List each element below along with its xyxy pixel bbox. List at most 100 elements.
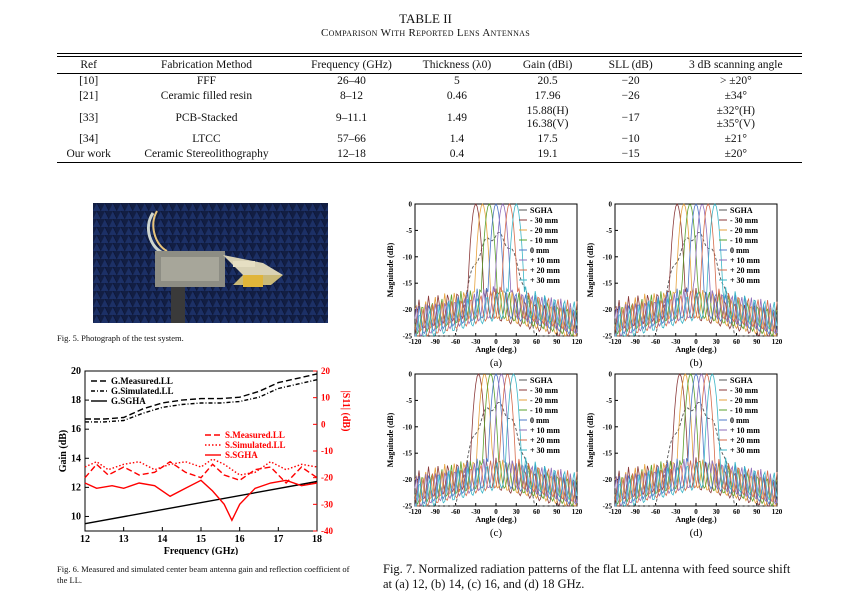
- header-ref: Ref: [57, 56, 121, 74]
- fig6-xtick-label: 17: [273, 534, 283, 545]
- fig7-legend-label: + 10 mm: [530, 256, 560, 265]
- fig7-xtick-label: 120: [572, 508, 583, 516]
- fig7-ylabel: Magnitude (dB): [586, 242, 595, 297]
- fig7-legend-label: 0 mm: [530, 246, 550, 255]
- fig7-xtick-label: 120: [772, 338, 783, 346]
- fig7-legend-label: SGHA: [730, 376, 753, 385]
- fig7-ytick-label: -25: [603, 333, 613, 341]
- fig7-panel-label: (a): [490, 357, 503, 369]
- fig7-panel-label: (d): [690, 527, 703, 538]
- fig7-series-beam: [414, 373, 578, 507]
- fig6-ytick-label: 10: [71, 511, 81, 522]
- fig7-legend-label: SGHA: [530, 376, 553, 385]
- fig7-xtick-label: -30: [671, 338, 681, 346]
- fig7-xtick-label: -120: [609, 338, 622, 346]
- fig6-xtick-label: 15: [196, 534, 206, 545]
- fig6-legend-label: S.Measured.LL: [225, 430, 285, 440]
- fig7-ytick-label: -25: [603, 503, 613, 511]
- header-gain: Gain (dBi): [503, 56, 592, 74]
- header-sll: SLL (dB): [591, 56, 670, 74]
- fig7-xtick-label: 60: [533, 338, 541, 346]
- fig7-xtick-label: 0: [494, 508, 498, 516]
- fig7-legend-label: + 20 mm: [730, 436, 760, 445]
- fig6-ytick-label: 16: [71, 424, 81, 435]
- cell-ref: [34]: [79, 133, 99, 145]
- fig6-series-g-simulated-ll: [85, 379, 318, 423]
- fig6-xtick-label: 14: [157, 534, 167, 545]
- cell-thick: 0.4: [449, 148, 465, 160]
- cell-method: PCB-Stacked: [175, 111, 238, 124]
- fig7-series-beam: [615, 373, 778, 507]
- fig7-xtick-label: 60: [733, 338, 741, 346]
- cell-gain: 19.1: [537, 148, 558, 160]
- cell-thick: 0.46: [446, 90, 467, 102]
- fig7-xtick-label: 60: [533, 508, 541, 516]
- cell-gain-h: 15.88(H): [526, 105, 569, 117]
- cell-ref: Our work: [66, 148, 111, 160]
- table-row: [33] PCB-Stacked 9–11.1 1.49 15.88(H) 16.…: [57, 104, 802, 132]
- fig7-legend-label: - 10 mm: [530, 236, 558, 245]
- fig7-ytick-label: -5: [606, 227, 612, 235]
- fig6-ytick-label: 14: [71, 453, 81, 464]
- cell-thick: 1.4: [449, 133, 465, 145]
- cell-sll: −10: [621, 133, 640, 145]
- fig7-ylabel: Magnitude (dB): [586, 412, 595, 467]
- fig7-xtick-label: 30: [513, 338, 521, 346]
- fig7-panel-0: -120 -90 -60 -30 0 30 60 90 120 0 -5 -10 -15 -20 -25 An…: [386, 201, 583, 370]
- fig6-xtick-label: 16: [235, 534, 245, 545]
- fig7-xtick-label: 60: [733, 508, 741, 516]
- fig7-series-beam: [615, 203, 778, 337]
- cell-scan-h: ±32°(H): [716, 105, 756, 117]
- fig7-ytick-label: 0: [409, 371, 413, 379]
- fig7-legend-label: + 20 mm: [730, 266, 760, 275]
- fig7-panel-label: (b): [690, 357, 703, 369]
- fig7-xtick-label: -30: [471, 338, 481, 346]
- fig6-ytick-right-label: -30: [321, 499, 333, 509]
- cell-gain: 17.96: [534, 90, 561, 102]
- fig7-legend-label: - 30 mm: [530, 216, 558, 225]
- cell-thick: 5: [454, 75, 460, 87]
- fig7-legend-label: - 10 mm: [730, 406, 758, 415]
- fig7-ytick-label: -10: [603, 253, 613, 261]
- fig7-legend-label: + 10 mm: [730, 256, 760, 265]
- fig7-xtick-label: -60: [451, 508, 461, 516]
- fig6-series-s-simulated-ll: [84, 458, 318, 476]
- fig6-series-s-sgha: [84, 479, 318, 522]
- fig7-xtick-label: -60: [651, 508, 661, 516]
- fig7-panel-1: -120 -90 -60 -30 0 30 60 90 120 0 -5 -10 -15 -20 -25 An…: [586, 201, 783, 370]
- fig7-xtick-label: 90: [553, 508, 561, 516]
- fig7-ytick-label: -20: [603, 476, 613, 484]
- fig6-legend-label: S.Simulated.LL: [225, 440, 286, 450]
- cell-method: LTCC: [192, 133, 221, 145]
- fig7-legend-label: - 30 mm: [530, 386, 558, 395]
- fig7-ytick-label: -25: [403, 333, 413, 341]
- table-row: [21] Ceramic filled resin 8–12 0.46 17.9…: [57, 89, 802, 104]
- cell-ref: [21]: [79, 90, 99, 102]
- cell-sll: −26: [621, 90, 640, 102]
- fig7-caption: Fig. 7. Normalized radiation patterns of…: [383, 562, 791, 591]
- fig7-ytick-label: 0: [409, 201, 413, 209]
- fig7-xtick-label: -60: [451, 338, 461, 346]
- fig7-ytick-label: -20: [403, 476, 413, 484]
- comparison-table: Ref Fabrication Method Frequency (GHz) T…: [57, 56, 802, 163]
- fig6-ytick-right-label: -20: [321, 473, 333, 483]
- fig7-series-beam: [414, 374, 578, 507]
- cell-ref: [10]: [79, 75, 99, 87]
- fig6-ytick-right-label: 10: [321, 393, 331, 403]
- fig7-ytick-label: -5: [406, 227, 412, 235]
- cell-scan-v: ±35°(V): [716, 118, 756, 130]
- fig7-legend-label: - 10 mm: [730, 236, 758, 245]
- fig7-xlabel: Angle (deg.): [475, 345, 517, 354]
- fig7-legend-label: - 20 mm: [730, 226, 758, 235]
- cell-gain: 15.88(H) 16.38(V): [504, 104, 592, 132]
- fig7-xtick-label: 0: [694, 338, 698, 346]
- fig7-ytick-label: -15: [603, 450, 613, 458]
- fig7-xtick-label: 0: [694, 508, 698, 516]
- fig7-ytick-label: -5: [406, 397, 412, 405]
- fig6-ylabel: Gain (dB): [58, 430, 69, 473]
- fig7-series-beam: [415, 203, 578, 337]
- fig7-ytick-label: -10: [403, 423, 413, 431]
- fig6-chart: 12 13 14 15 16 17 18 10 12 14 16 18 20 -40 -30 -20 -10 0 1…: [58, 366, 351, 555]
- fig7-xtick-label: -120: [409, 508, 422, 516]
- fig7-ytick-label: -20: [403, 306, 413, 314]
